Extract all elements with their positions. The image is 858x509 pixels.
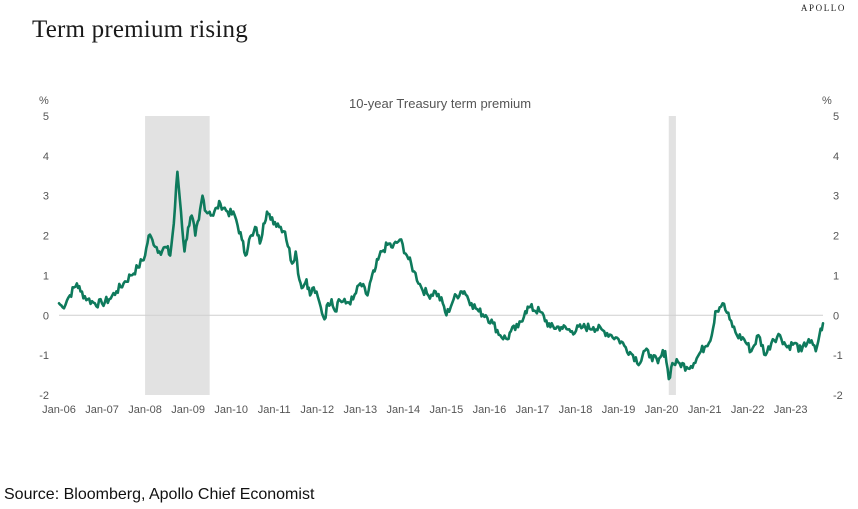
y-tick-label-right: 2 [833, 231, 839, 243]
y-tick-label-left: 1 [43, 270, 49, 282]
x-tick-label: Jan-19 [602, 404, 636, 416]
x-tick-label: Jan-10 [214, 404, 248, 416]
y-tick-label-right: 0 [833, 310, 839, 322]
y-tick-label-left: -1 [39, 350, 49, 362]
x-tick-label: Jan-20 [645, 404, 679, 416]
y-tick-label-right: -1 [833, 350, 843, 362]
x-tick-label: Jan-17 [516, 404, 550, 416]
x-tick-label: Jan-08 [128, 404, 162, 416]
y-tick-label-left: 5 [43, 111, 49, 123]
y-axis-left: 5 4 3 2 1 0 -1 -2 [39, 111, 49, 402]
brand-logo: APOLLO [800, 3, 846, 13]
x-tick-label: Jan-21 [688, 404, 722, 416]
page-title: Term premium rising [32, 16, 248, 43]
x-tick-label: Jan-13 [343, 404, 377, 416]
y-tick-label-right: 3 [833, 191, 839, 203]
y-axis-right: 5 4 3 2 1 0 -1 -2 [833, 111, 843, 402]
term-premium-chart: 10-year Treasury term premium % % 5 4 3 2 1 0… [39, 95, 843, 416]
x-tick-label: Jan-07 [85, 404, 119, 416]
x-tick-label: Jan-12 [300, 404, 334, 416]
x-axis: Jan-06 Jan-07 Jan-08 Jan-09 Jan-10 Jan-11 Jan-… [42, 404, 807, 416]
y-tick-label-right: 5 [833, 111, 839, 123]
x-tick-label: Jan-06 [42, 404, 76, 416]
shaded-period-2 [668, 116, 676, 395]
y-axis-right-unit: % [822, 95, 832, 107]
x-tick-label: Jan-11 [258, 404, 291, 416]
y-tick-label-left: 0 [43, 310, 49, 322]
chart-title: 10-year Treasury term premium [349, 96, 531, 111]
recession-shading [145, 116, 676, 395]
shaded-period-1 [145, 116, 210, 395]
y-tick-label-left: 2 [43, 231, 49, 243]
y-tick-label-right: -2 [833, 390, 843, 402]
x-tick-label: Jan-14 [387, 404, 421, 416]
x-tick-label: Jan-18 [559, 404, 593, 416]
x-tick-label: Jan-09 [171, 404, 205, 416]
y-tick-label-left: 3 [43, 191, 49, 203]
term-premium-line [57, 170, 825, 381]
y-tick-label-left: -2 [39, 390, 49, 402]
source-note: Source: Bloomberg, Apollo Chief Economis… [4, 486, 315, 503]
y-tick-label-left: 4 [43, 151, 49, 163]
x-tick-label: Jan-15 [430, 404, 464, 416]
y-tick-label-right: 1 [833, 270, 839, 282]
y-tick-label-right: 4 [833, 151, 839, 163]
x-tick-label: Jan-23 [774, 404, 808, 416]
x-tick-label: Jan-16 [473, 404, 507, 416]
y-axis-left-unit: % [39, 95, 49, 107]
x-tick-label: Jan-22 [731, 404, 765, 416]
